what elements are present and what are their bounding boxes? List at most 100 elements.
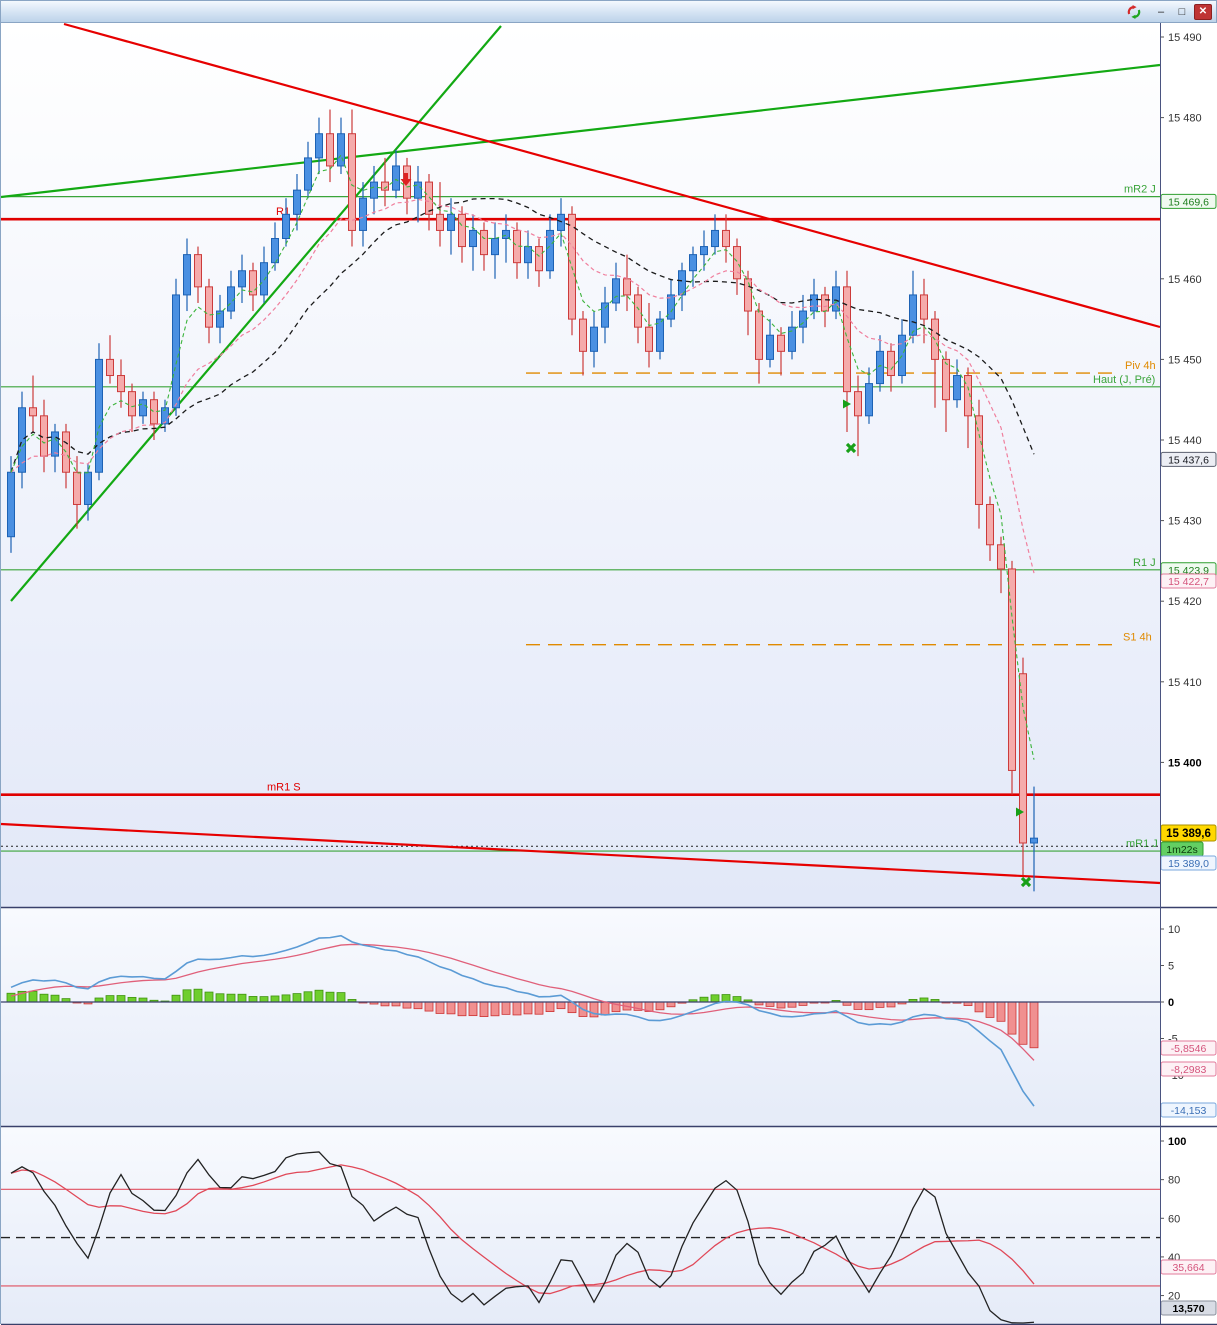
refresh-icon-glyph xyxy=(1127,4,1141,19)
candle xyxy=(106,358,114,377)
macd-histogram-bar xyxy=(556,1001,566,1010)
candle xyxy=(623,278,631,296)
price-tag-value: -5,8546 xyxy=(1171,1043,1207,1055)
candle xyxy=(370,181,378,199)
macd-histogram-bar xyxy=(919,997,929,1003)
trendline[interactable] xyxy=(1,822,1161,885)
macd-histogram-bar xyxy=(424,1001,434,1012)
macd-panel[interactable] xyxy=(1,908,1160,1126)
macd-histogram-bar xyxy=(864,1001,874,1011)
candle xyxy=(656,318,664,352)
candle xyxy=(502,229,510,240)
stochastic-panel[interactable] xyxy=(1,1127,1160,1324)
candle xyxy=(480,229,488,256)
candle xyxy=(997,544,1005,570)
trendline[interactable] xyxy=(1,63,1161,199)
price-tag: 15 422,7 xyxy=(1160,573,1217,589)
candle xyxy=(821,294,829,312)
candle xyxy=(920,294,928,320)
macd-histogram-bar xyxy=(776,1001,786,1009)
macd-histogram-bar xyxy=(765,1001,775,1007)
level-label-mr1-j: mR1 J xyxy=(1126,838,1158,850)
main-chart-panel[interactable] xyxy=(1,23,1160,907)
price-tag: 1m22s xyxy=(1160,841,1204,857)
sell-arrow-marker xyxy=(400,173,412,186)
macd-histogram-bar xyxy=(545,1001,555,1012)
macd-histogram-bar xyxy=(523,1001,533,1015)
candle xyxy=(84,471,92,505)
macd-histogram-bar xyxy=(215,993,225,1003)
candle xyxy=(975,415,983,505)
macd-histogram-bar xyxy=(710,994,720,1003)
price-tag: 15 389,0 xyxy=(1160,855,1217,871)
macd-histogram-bar xyxy=(1007,1001,1017,1035)
macd-axis-label: 10 xyxy=(1168,924,1180,936)
macd-histogram-bar xyxy=(490,1001,500,1017)
macd-histogram-bar xyxy=(105,995,115,1003)
candle xyxy=(832,286,840,312)
macd-histogram-bar xyxy=(226,993,236,1003)
price-axis-label: 15 480 xyxy=(1168,113,1202,125)
price-axis-label: 15 450 xyxy=(1168,354,1202,366)
candle xyxy=(645,326,653,352)
candle xyxy=(227,286,235,312)
level-label-mr2-j: mR2 J xyxy=(1124,184,1156,196)
macd-histogram-bar xyxy=(248,996,258,1003)
price-axis-label: 15 420 xyxy=(1168,596,1202,608)
candle xyxy=(854,391,862,417)
candle xyxy=(238,270,246,288)
price-axis-area xyxy=(1160,23,1217,1324)
candle xyxy=(128,391,136,417)
macd-histogram-bar xyxy=(182,989,192,1003)
macd-histogram-bar xyxy=(6,992,16,1003)
macd-histogram-bar xyxy=(1029,1001,1039,1049)
candle xyxy=(293,189,301,215)
candle xyxy=(865,383,873,417)
stoch-axis-label: 80 xyxy=(1168,1175,1180,1187)
refresh-icon[interactable] xyxy=(1125,3,1143,21)
minimize-button[interactable]: – xyxy=(1152,4,1170,20)
candle xyxy=(194,254,202,288)
macd-histogram-bar xyxy=(204,991,214,1003)
macd-histogram-bar xyxy=(600,1001,610,1016)
candle xyxy=(381,181,389,191)
macd-histogram-bar xyxy=(237,993,247,1003)
candle xyxy=(337,133,345,167)
macd-histogram-bar xyxy=(446,1001,456,1015)
candle xyxy=(183,254,191,296)
maximize-button[interactable]: □ xyxy=(1173,4,1191,20)
candle xyxy=(755,310,763,360)
macd-histogram-bar xyxy=(193,988,203,1003)
price-tag: 35,664 xyxy=(1160,1259,1217,1275)
macd-histogram-bar xyxy=(512,1001,522,1016)
price-tag-value: 15 389,0 xyxy=(1168,858,1209,870)
candle xyxy=(766,334,774,360)
price-tag-value: 15 437,6 xyxy=(1168,454,1209,466)
macd-line xyxy=(10,934,1035,1107)
stoch-axis-label: 100 xyxy=(1168,1136,1186,1148)
macd-histogram-bar xyxy=(28,990,38,1003)
macd-histogram-bar xyxy=(435,1001,445,1014)
candle xyxy=(249,270,257,296)
moving-average-20 xyxy=(10,197,1035,473)
macd-histogram-bar xyxy=(314,989,324,1003)
macd-histogram-bar xyxy=(402,1001,412,1009)
level-label-haut-j-pré-: Haut (J, Pré) xyxy=(1093,374,1155,386)
close-button[interactable]: ✕ xyxy=(1194,3,1212,20)
level-label-r1-j: R1 J xyxy=(1133,557,1156,569)
level-label-piv-4h: Piv 4h xyxy=(1125,360,1156,372)
close-position-marker xyxy=(845,442,857,454)
trendline[interactable] xyxy=(63,22,1161,329)
window-titlebar: – □ ✕ xyxy=(1,1,1216,23)
price-tag: -5,8546 xyxy=(1160,1040,1217,1056)
price-axis-label: 15 460 xyxy=(1168,274,1202,286)
candle xyxy=(612,278,620,304)
candle xyxy=(139,399,147,417)
macd-histogram-bar xyxy=(50,994,60,1003)
candle xyxy=(447,213,455,231)
candle xyxy=(491,238,499,256)
close-position-marker xyxy=(1020,876,1032,888)
candle xyxy=(777,334,785,352)
macd-histogram-bar xyxy=(886,1001,896,1008)
